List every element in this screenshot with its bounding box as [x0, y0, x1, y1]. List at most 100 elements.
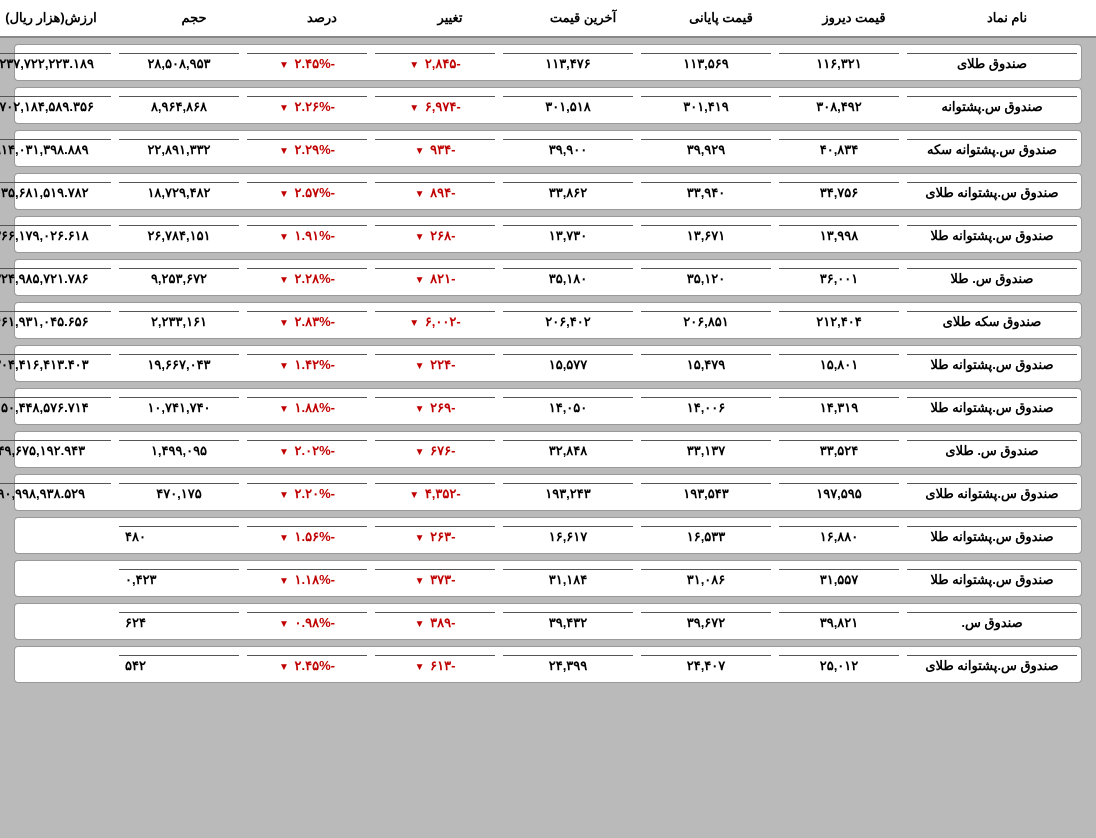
cell-name: صندوق س.پشتوانه سکه	[907, 139, 1077, 160]
cell-final-price: ۳۹,۹۲۹	[641, 139, 771, 160]
cell-name: صندوق س.پشتوانه طلای	[907, 182, 1077, 203]
cell-volume: ۱۰,۷۴۱,۷۴۰	[119, 397, 239, 418]
cell-name: صندوق س.	[907, 612, 1077, 633]
cell-change: -۸۹۴ ▼	[375, 182, 495, 203]
down-triangle-icon: ▼	[409, 318, 419, 329]
down-triangle-icon: ▼	[415, 189, 425, 200]
cell-final-price: ۳۳,۹۴۰	[641, 182, 771, 203]
cell-yesterday-price: ۱۱۶,۳۲۱	[779, 53, 899, 74]
cell-last-price: ۱۱۳,۴۷۶	[503, 53, 633, 74]
header-val[interactable]: ارزش(هزار ریال)	[0, 8, 126, 28]
down-triangle-icon: ▼	[279, 275, 289, 286]
table-header: نام نماد قیمت دیروز قیمت پایانی آخرین قی…	[0, 0, 1096, 38]
cell-yesterday-price: ۱۹۷,۵۹۵	[779, 483, 899, 504]
header-vol[interactable]: حجم	[134, 8, 254, 28]
header-yprice[interactable]: قیمت دیروز	[794, 8, 914, 28]
table-row[interactable]: صندوق س. طلای۳۳,۵۲۴۳۳,۱۳۷۳۲,۸۴۸-۶۷۶ ▼-۲.…	[14, 431, 1082, 468]
cell-volume: ۵۴۲	[119, 655, 239, 676]
cell-value: ۴۹,۶۷۵,۱۹۲.۹۴۳ ▾	[0, 440, 111, 461]
table-row[interactable]: صندوق س.پشتوانه طلا۱۵,۸۰۱۱۵,۴۷۹۱۵,۵۷۷-۲۲…	[14, 345, 1082, 382]
down-triangle-icon: ▼	[279, 404, 289, 415]
cell-yesterday-price: ۱۵,۸۰۱	[779, 354, 899, 375]
cell-volume: ۰,۴۲۳	[119, 569, 239, 590]
cell-volume: ۹,۲۵۳,۶۷۲	[119, 268, 239, 289]
table-row[interactable]: صندوق س.۳۹,۸۲۱۳۹,۶۷۲۳۹,۴۳۲-۳۸۹ ▼-۰.۹۸% ▼…	[14, 603, 1082, 640]
cell-name: صندوق س.پشتوانه	[907, 96, 1077, 117]
cell-volume: ۱۸,۷۲۹,۴۸۲	[119, 182, 239, 203]
down-triangle-icon: ▼	[279, 490, 289, 501]
cell-final-price: ۱۳,۶۷۱	[641, 225, 771, 246]
table-row[interactable]: صندوق س.پشتوانه طلای۳۴,۷۵۶۳۳,۹۴۰۳۳,۸۶۲-۸…	[14, 173, 1082, 210]
cell-volume: ۲۸,۵۰۸,۹۵۳	[119, 53, 239, 74]
down-triangle-icon: ▼	[415, 576, 425, 587]
down-triangle-icon: ▼	[415, 662, 425, 673]
table-row[interactable]: صندوق طلای ۱۱۶,۳۲۱ ۱۱۳,۵۶۹ ۱۱۳,۴۷۶ -۲,۸۴۵ ▼-…	[14, 44, 1082, 81]
cell-final-price: ۲۰۶,۸۵۱	[641, 311, 771, 332]
cell-yesterday-price: ۱۳,۹۹۸	[779, 225, 899, 246]
down-triangle-icon: ▼	[279, 447, 289, 458]
cell-change: -۴,۳۵۲ ▼	[375, 483, 495, 504]
cell-percent: -۲.۴۵% ▼	[247, 655, 367, 676]
cell-change: -۶,۰۰۲ ▼	[375, 311, 495, 332]
table-row[interactable]: صندوق س.پشتوانه طلا۱۳,۹۹۸۱۳,۶۷۱۱۳,۷۳۰-۲۶…	[14, 216, 1082, 253]
cell-change: -۶,۹۷۴ ▼	[375, 96, 495, 117]
cell-yesterday-price: ۱۴,۳۱۹	[779, 397, 899, 418]
cell-last-price: ۳۱,۱۸۴	[503, 569, 633, 590]
cell-last-price: ۳۵,۱۸۰	[503, 268, 633, 289]
cell-percent: -۲.۴۵% ▼	[247, 53, 367, 74]
down-triangle-icon: ▼	[279, 576, 289, 587]
table-row[interactable]: صندوق س.پشتوانه طلا۱۶,۸۸۰۱۶,۵۳۳۱۶,۶۱۷-۲۶…	[14, 517, 1082, 554]
table-row[interactable]: صندوق س.پشتوانه طلای۲۵,۰۱۲۲۴,۴۰۷۲۴,۳۹۹-۶…	[14, 646, 1082, 683]
header-change[interactable]: تغییر	[390, 8, 510, 28]
cell-final-price: ۳۵,۱۲۰	[641, 268, 771, 289]
down-triangle-icon: ▼	[279, 533, 289, 544]
cell-name: صندوق س.پشتوانه طلا	[907, 225, 1077, 246]
down-triangle-icon: ▼	[415, 533, 425, 544]
table-row[interactable]: صندوق س.پشتوانه۳۰۸,۴۹۲۳۰۱,۴۱۹۳۰۱,۵۱۸-۶,۹…	[14, 87, 1082, 124]
cell-volume: ۴۸۰	[119, 526, 239, 547]
header-fprice[interactable]: قیمت پایانی	[656, 8, 786, 28]
table-row[interactable]: صندوق س.پشتوانه طلای۱۹۷,۵۹۵۱۹۳,۵۴۳۱۹۳,۲۴…	[14, 474, 1082, 511]
cell-percent: -۱.۴۲% ▼	[247, 354, 367, 375]
header-pct[interactable]: درصد	[262, 8, 382, 28]
cell-name: صندوق س. طلا	[907, 268, 1077, 289]
cell-final-price: ۱۴,۰۰۶	[641, 397, 771, 418]
down-triangle-icon: ▼	[415, 146, 425, 157]
table-row[interactable]: صندوق سکه طلای۲۱۲,۴۰۴۲۰۶,۸۵۱۲۰۶,۴۰۲-۶,۰۰…	[14, 302, 1082, 339]
cell-last-price: ۱۴,۰۵۰	[503, 397, 633, 418]
cell-change: -۲,۸۴۵ ▼	[375, 53, 495, 74]
down-triangle-icon: ▼	[415, 275, 425, 286]
cell-change: -۲۶۸ ▼	[375, 225, 495, 246]
table-row[interactable]: صندوق س.پشتوانه طلا۳۱,۵۵۷۳۱,۰۸۶۳۱,۱۸۴-۳۷…	[14, 560, 1082, 597]
down-triangle-icon: ▼	[279, 662, 289, 673]
cell-yesterday-price: ۳۶,۰۰۱	[779, 268, 899, 289]
cell-value: ۶۳۵,۶۸۱,۵۱۹.۷۸۲ ▾	[0, 182, 111, 203]
cell-name: صندوق س.پشتوانه طلای	[907, 483, 1077, 504]
cell-name: صندوق طلای	[907, 53, 1077, 74]
cell-final-price: ۳۹,۶۷۲	[641, 612, 771, 633]
down-triangle-icon: ▼	[415, 447, 425, 458]
cell-name: صندوق س. طلای	[907, 440, 1077, 461]
cell-yesterday-price: ۲۱۲,۴۰۴	[779, 311, 899, 332]
cell-percent: -۲.۸۳% ▼	[247, 311, 367, 332]
cell-last-price: ۳۳,۸۶۲	[503, 182, 633, 203]
header-lprice[interactable]: آخرین قیمت	[518, 8, 648, 28]
down-triangle-icon: ▼	[409, 60, 419, 71]
cell-yesterday-price: ۴۰,۸۳۴	[779, 139, 899, 160]
down-triangle-icon: ▼	[415, 361, 425, 372]
table-row[interactable]: صندوق س.پشتوانه طلا۱۴,۳۱۹۱۴,۰۰۶۱۴,۰۵۰-۲۶…	[14, 388, 1082, 425]
cell-name: صندوق س.پشتوانه طلا	[907, 397, 1077, 418]
cell-final-price: ۳۱,۰۸۶	[641, 569, 771, 590]
down-triangle-icon: ▼	[415, 232, 425, 243]
cell-change: -۶۱۳ ▼	[375, 655, 495, 676]
cell-final-price: ۱۱۳,۵۶۹	[641, 53, 771, 74]
cell-final-price: ۱۵,۴۷۹	[641, 354, 771, 375]
table-row[interactable]: صندوق س.پشتوانه سکه۴۰,۸۳۴۳۹,۹۲۹۳۹,۹۰۰-۹۳…	[14, 130, 1082, 167]
cell-percent: -۲.۲۹% ▼	[247, 139, 367, 160]
cell-percent: -۲.۲۰% ▼	[247, 483, 367, 504]
header-name[interactable]: نام نماد	[922, 8, 1092, 28]
down-triangle-icon: ▼	[279, 232, 289, 243]
cell-name: صندوق س.پشتوانه طلای	[907, 655, 1077, 676]
down-triangle-icon: ▼	[409, 490, 419, 501]
table-row[interactable]: صندوق س. طلا۳۶,۰۰۱۳۵,۱۲۰۳۵,۱۸۰-۸۲۱ ▼-۲.۲…	[14, 259, 1082, 296]
